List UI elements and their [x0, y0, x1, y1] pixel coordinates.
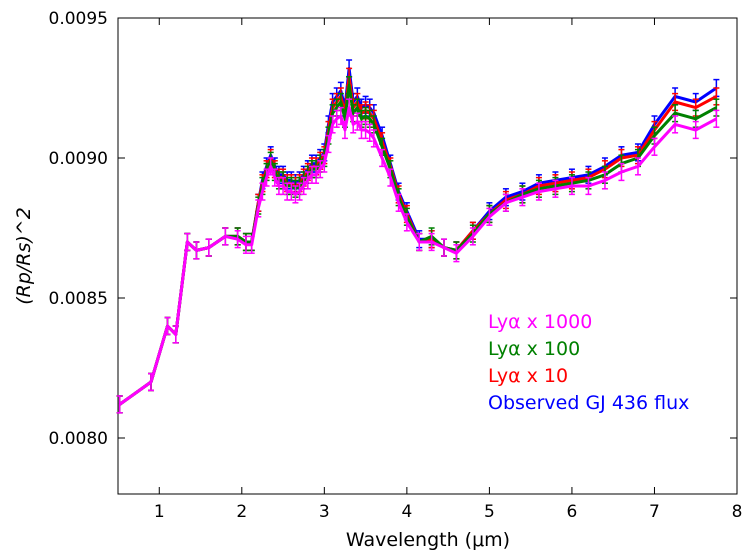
legend-entry: Observed GJ 436 flux — [488, 392, 689, 414]
x-tick-label: 1 — [154, 502, 165, 522]
series-3 — [116, 98, 720, 414]
x-tick-label: 3 — [319, 502, 330, 522]
legend-entry: Lyα x 10 — [488, 365, 568, 387]
x-tick-label: 7 — [649, 502, 660, 522]
x-tick-label: 5 — [484, 502, 495, 522]
y-tick-label: 0.0080 — [49, 429, 108, 449]
axis-ticks: 1 2 3 4 5 6 7 8 0.0080 0.0085 0.0090 0.0095 — [49, 9, 743, 522]
plot-area — [117, 17, 738, 495]
y-tick-label: 0.0085 — [49, 289, 108, 309]
x-tick-label: 8 — [732, 502, 743, 522]
data-series — [116, 59, 720, 414]
x-tick-label: 2 — [236, 502, 247, 522]
x-axis-label: Wavelength (μm) — [346, 529, 510, 551]
x-tick-label: 6 — [567, 502, 578, 522]
legend-entry: Lyα x 1000 — [488, 311, 592, 333]
y-tick-label: 0.0095 — [49, 9, 108, 29]
x-tick-label: 4 — [401, 502, 412, 522]
y-tick-label: 0.0090 — [49, 149, 108, 169]
legend: Lyα x 1000 Lyα x 100 Lyα x 10 Observed GJ 4… — [488, 311, 689, 414]
legend-entry: Lyα x 100 — [488, 338, 580, 360]
y-axis-label: (Rp/Rs)^2 — [13, 207, 35, 305]
